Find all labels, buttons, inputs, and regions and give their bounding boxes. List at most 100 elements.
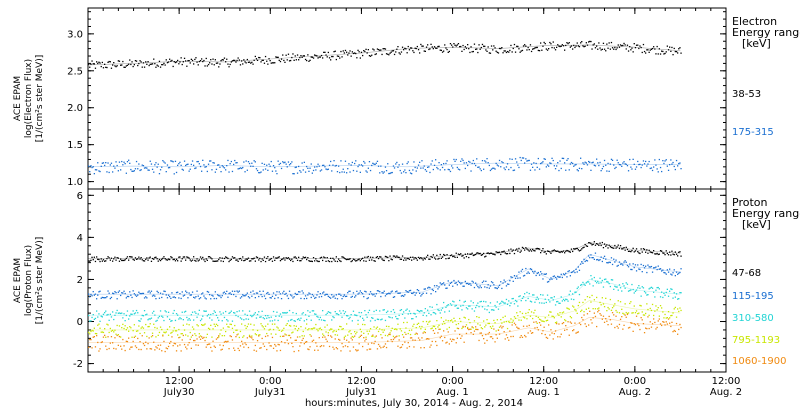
data-point [464, 280, 466, 283]
data-point [610, 309, 613, 311]
data-point [149, 160, 151, 162]
data-point [380, 165, 382, 167]
data-point [88, 314, 90, 317]
data-point [525, 336, 527, 338]
data-point [319, 170, 321, 172]
data-point [641, 51, 643, 54]
data-point [469, 322, 471, 324]
data-point [462, 325, 464, 328]
data-point [430, 163, 432, 165]
data-point [468, 160, 470, 163]
data-point [480, 327, 482, 329]
data-point [167, 294, 170, 296]
data-point [195, 296, 197, 298]
data-point [340, 160, 342, 162]
data-point [400, 346, 403, 348]
data-point [282, 54, 284, 56]
data-point [259, 347, 261, 349]
data-point [490, 309, 493, 311]
data-point [198, 333, 200, 335]
data-point [598, 307, 600, 309]
data-point [148, 64, 150, 67]
data-point [92, 63, 94, 65]
data-point [238, 59, 240, 61]
data-point [390, 330, 392, 332]
data-point [520, 335, 522, 337]
data-point [333, 259, 335, 261]
data-point [211, 63, 213, 65]
data-point [457, 323, 460, 325]
data-point [172, 65, 174, 68]
data-point [490, 336, 493, 338]
data-point [468, 305, 470, 307]
data-point [596, 325, 598, 328]
data-point [585, 162, 587, 164]
data-point [171, 256, 173, 259]
data-point [538, 322, 541, 324]
data-point [98, 350, 100, 352]
data-point [398, 292, 400, 294]
data-point [126, 64, 129, 66]
data-point [234, 324, 236, 327]
data-point [403, 171, 405, 173]
data-point [118, 60, 121, 62]
data-point [446, 341, 448, 343]
data-point [529, 315, 532, 317]
data-point [332, 55, 334, 58]
data-point [128, 337, 130, 339]
data-point [304, 327, 307, 329]
data-point [96, 169, 98, 171]
data-point [286, 59, 288, 61]
data-point [185, 259, 187, 261]
data-point [279, 293, 282, 295]
data-point [673, 329, 675, 332]
data-point [637, 313, 639, 315]
data-point [369, 348, 372, 350]
y-axis-label-line: log(Proton Flux) [24, 245, 34, 316]
data-point [634, 324, 637, 326]
data-point [203, 259, 205, 261]
data-point [366, 52, 368, 54]
data-point [602, 315, 605, 317]
data-point [456, 256, 458, 258]
data-point [543, 326, 545, 328]
data-point [365, 170, 367, 172]
data-point [315, 258, 317, 260]
data-point [615, 48, 617, 51]
data-point [282, 161, 284, 163]
data-point [120, 294, 122, 297]
data-point [623, 42, 625, 45]
data-point [98, 170, 100, 172]
data-point [180, 333, 182, 335]
data-point [514, 249, 517, 251]
data-point [465, 307, 468, 309]
data-point [304, 341, 307, 343]
data-point [670, 315, 672, 317]
data-point [264, 325, 267, 327]
data-point [223, 335, 226, 337]
data-point [348, 258, 350, 261]
data-point [198, 259, 200, 261]
data-point [118, 325, 121, 327]
data-point [408, 345, 411, 348]
y-tick-label: 1.5 [67, 140, 83, 151]
data-point [343, 52, 345, 54]
data-point [143, 344, 146, 347]
data-point [291, 342, 293, 344]
data-point [272, 62, 275, 64]
data-point [664, 324, 666, 326]
data-point [679, 292, 681, 294]
data-point [606, 43, 608, 45]
data-point [338, 55, 340, 57]
data-point [264, 297, 267, 300]
data-point [215, 168, 218, 170]
data-point [357, 165, 359, 168]
data-point [117, 344, 119, 346]
data-point [132, 330, 134, 332]
data-point [653, 46, 655, 48]
data-point [352, 52, 355, 55]
data-point [431, 306, 433, 308]
data-point [424, 331, 426, 334]
data-point [433, 325, 436, 328]
